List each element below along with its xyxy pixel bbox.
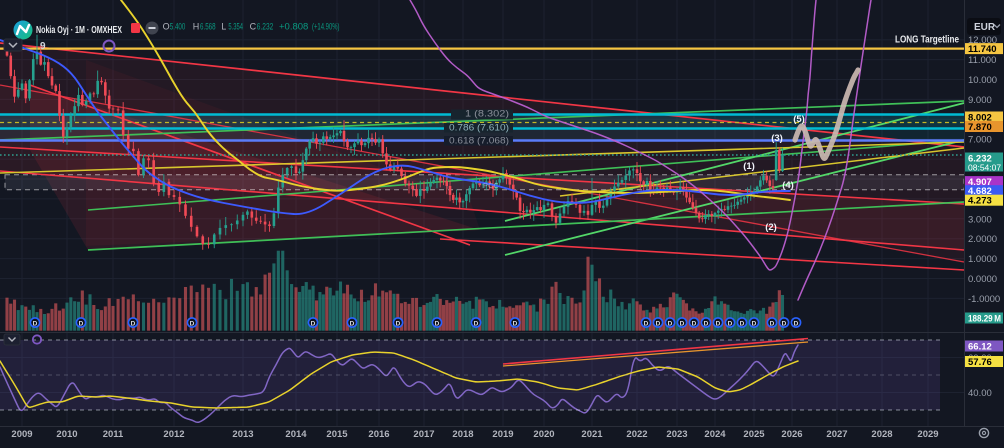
- svg-text:7.870: 7.870: [968, 122, 992, 133]
- svg-text:2021: 2021: [581, 429, 603, 440]
- svg-text:4.907: 4.907: [968, 177, 992, 188]
- svg-text:66.12: 66.12: [968, 342, 992, 353]
- svg-text:0.618 (7.068): 0.618 (7.068): [449, 136, 509, 146]
- svg-text:6.568: 6.568: [200, 22, 216, 32]
- svg-text:9: 9: [40, 41, 46, 52]
- svg-text:(1): (1): [743, 161, 755, 172]
- svg-text:D: D: [656, 321, 661, 328]
- svg-text:2010: 2010: [56, 429, 77, 440]
- svg-text:PCC: PCC: [483, 181, 499, 190]
- svg-text:D: D: [782, 321, 787, 328]
- svg-text:D: D: [704, 321, 709, 328]
- svg-text:0.0000: 0.0000: [968, 274, 997, 285]
- svg-text:2027: 2027: [826, 429, 847, 440]
- svg-text:-1.0000: -1.0000: [968, 294, 1000, 305]
- svg-text:2023: 2023: [666, 429, 687, 440]
- svg-text:D: D: [190, 321, 195, 328]
- svg-text:0.786 (7.610): 0.786 (7.610): [449, 123, 509, 133]
- svg-text:D: D: [752, 321, 757, 328]
- svg-text:2024: 2024: [704, 429, 726, 440]
- svg-text:2.0000: 2.0000: [968, 234, 997, 245]
- svg-text:D: D: [396, 321, 401, 328]
- svg-text:6.232: 6.232: [257, 22, 274, 32]
- svg-text:2009: 2009: [11, 429, 32, 440]
- svg-text:2014: 2014: [285, 429, 307, 440]
- svg-text:D: D: [728, 321, 733, 328]
- svg-text:2015: 2015: [326, 429, 348, 440]
- svg-text:2020: 2020: [533, 429, 554, 440]
- svg-text:D: D: [311, 321, 316, 328]
- svg-text:4.273: 4.273: [968, 196, 992, 207]
- svg-text:D: D: [435, 321, 440, 328]
- svg-text:O: O: [163, 22, 170, 32]
- svg-text:D: D: [680, 321, 685, 328]
- svg-text:08:54:07: 08:54:07: [968, 163, 1001, 173]
- svg-text:1 (8.302): 1 (8.302): [465, 109, 509, 119]
- svg-text:D: D: [770, 321, 775, 328]
- svg-text:1.0000: 1.0000: [968, 254, 997, 265]
- svg-text:(+14.90%): (+14.90%): [312, 22, 340, 32]
- svg-text:D: D: [794, 321, 799, 328]
- svg-text:D: D: [668, 321, 673, 328]
- svg-text:3.000: 3.000: [968, 214, 992, 225]
- svg-text:D: D: [692, 321, 697, 328]
- svg-text:(5): (5): [793, 114, 805, 125]
- svg-text:57.76: 57.76: [968, 357, 992, 368]
- svg-text:C: C: [250, 22, 257, 32]
- svg-text:H: H: [193, 22, 200, 32]
- svg-text:5.354: 5.354: [228, 22, 243, 32]
- svg-text:LONG Targetline: LONG Targetline: [895, 34, 959, 46]
- svg-text:2029: 2029: [917, 429, 938, 440]
- svg-text:2012: 2012: [163, 429, 184, 440]
- svg-text:Nokia Oyj · 1M · OMXHEX: Nokia Oyj · 1M · OMXHEX: [36, 24, 122, 36]
- svg-text:(2): (2): [765, 222, 777, 233]
- svg-text:EUR: EUR: [974, 22, 996, 33]
- svg-text:D: D: [474, 321, 479, 328]
- svg-text:2018: 2018: [452, 429, 473, 440]
- svg-text:2013: 2013: [232, 429, 253, 440]
- svg-text:11.000: 11.000: [968, 55, 996, 66]
- svg-text:9.000: 9.000: [968, 95, 992, 106]
- svg-text:10.000: 10.000: [968, 75, 997, 86]
- svg-text:7.000: 7.000: [968, 135, 992, 146]
- svg-text:D: D: [740, 321, 745, 328]
- svg-text:4.682: 4.682: [968, 186, 992, 197]
- svg-text:188.29 M: 188.29 M: [968, 314, 1001, 324]
- svg-text:+0.808: +0.808: [279, 22, 308, 32]
- svg-text:(4): (4): [782, 180, 794, 191]
- svg-text:L: L: [221, 22, 226, 32]
- svg-text:6.232: 6.232: [968, 154, 992, 165]
- svg-text:D: D: [79, 321, 84, 328]
- svg-text:11.740: 11.740: [968, 44, 997, 55]
- svg-text:D: D: [33, 321, 38, 328]
- svg-text:(3): (3): [771, 133, 783, 144]
- svg-text:2026: 2026: [781, 429, 802, 440]
- svg-text:5.400: 5.400: [170, 22, 186, 32]
- svg-text:D: D: [716, 321, 721, 328]
- svg-text:12.000: 12.000: [968, 35, 997, 46]
- svg-text:8.002: 8.002: [968, 113, 992, 124]
- svg-text:2022: 2022: [626, 429, 647, 440]
- svg-text:2017: 2017: [413, 429, 434, 440]
- svg-text:2025: 2025: [743, 429, 765, 440]
- svg-text:2019: 2019: [492, 429, 513, 440]
- svg-text:D: D: [644, 321, 649, 328]
- svg-text:40.00: 40.00: [968, 388, 992, 399]
- svg-text:2016: 2016: [368, 429, 389, 440]
- svg-text:D: D: [350, 321, 355, 328]
- svg-text:2011: 2011: [103, 429, 124, 440]
- svg-text:D: D: [131, 321, 136, 328]
- svg-text:D: D: [513, 321, 518, 328]
- svg-text:2028: 2028: [871, 429, 892, 440]
